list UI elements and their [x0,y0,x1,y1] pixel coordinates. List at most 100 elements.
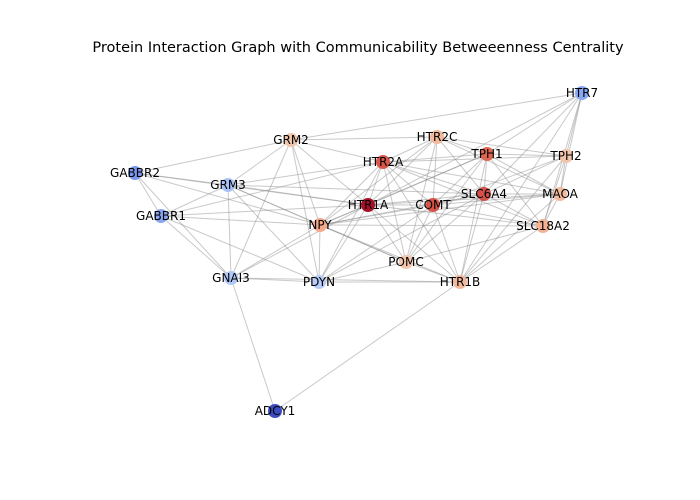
edge-tph2-comt [432,155,567,206]
edge-grm3-gabbr1 [160,184,229,217]
edge-gabbr2-gabbr1 [134,172,162,217]
edge-gabbr1-npy [160,215,321,226]
node-label: GNAI3 [212,271,250,285]
edge-comt-slc18a2 [432,204,544,227]
edge-tph2-slc6a4 [483,155,567,195]
node-label: SLC18A2 [516,219,570,233]
edge-gabbr2-htr1a [134,172,369,206]
node-gnai3: GNAI3 [212,271,250,285]
edge-slc6a4-npy [319,193,485,226]
edge-tph2-htr2a [382,155,567,163]
edge-npy-pdyn [318,224,321,283]
node-maoa: MAOA [542,187,579,201]
edge-tph1-htr1a [367,153,488,206]
edge-htr2a-npy [319,161,384,226]
edge-comt-npy [319,204,434,226]
edge-htr7-slc6a4 [483,92,583,195]
edge-slc18a2-htr1b [459,225,544,283]
edge-grm3-gnai3 [227,184,232,279]
node-htr2a: HTR2A [363,155,404,169]
edge-gabbr1-gnai3 [160,215,232,279]
node-label: ADCY1 [255,404,296,418]
edge-htr2c-maoa [436,136,561,195]
edge-slc6a4-pdyn [318,193,485,283]
node-marker [536,219,550,233]
edge-gabbr1-pdyn [160,215,320,283]
node-slc18a2: SLC18A2 [516,219,570,233]
edge-htr7-grm2 [290,92,583,141]
edge-htr7-maoa [559,92,583,195]
edge-htr2c-grm2 [290,136,438,141]
edge-htr2a-pomc [382,161,407,263]
node-marker [553,187,567,201]
edge-npy-pomc [319,224,407,263]
edge-comt-pdyn [318,204,434,283]
node-gabbr1: GABBR1 [136,209,186,223]
node-marker [559,149,573,163]
edge-htr1a-npy [319,204,369,226]
edge-gabbr2-grm3 [134,172,229,186]
edge-htr2c-htr2a [382,136,438,163]
edge-htr1a-gabbr1 [160,204,369,217]
node-marker [224,271,238,285]
edge-pomc-htr1b [405,261,461,283]
edges-layer [134,92,583,412]
node-label: COMT [415,198,451,212]
edge-htr1a-pomc [367,204,407,263]
edge-gnai3-pdyn [230,277,320,283]
edge-htr2c-npy [319,136,438,226]
edge-grm2-npy [290,139,321,226]
node-marker [426,198,440,212]
edge-htr2a-maoa [382,161,561,195]
edge-tph1-tph2 [486,153,567,157]
edge-slc6a4-htr1a [367,193,485,206]
node-marker [284,133,298,147]
node-marker [480,147,494,161]
edge-htr2a-comt [382,161,434,206]
node-marker [430,130,444,144]
node-htr1b: HTR1B [440,275,480,289]
node-marker [575,86,589,100]
edge-tph1-maoa [486,153,561,195]
edge-gabbr2-npy [134,172,321,226]
node-label: GABBR2 [110,166,160,180]
edge-comt-pomc [405,204,434,263]
edge-htr7-tph1 [486,92,583,155]
node-label: POMC [388,255,423,269]
edge-htr2a-slc18a2 [382,161,544,227]
edge-slc6a4-slc18a2 [483,193,544,227]
node-adcy1: ADCY1 [255,404,296,418]
edge-htr1a-pdyn [318,204,369,283]
edge-grm2-htr2a [290,139,384,163]
edge-maoa-npy [319,193,561,226]
edge-maoa-comt [432,193,561,206]
node-htr1a: HTR1A [348,198,389,212]
node-marker [477,187,491,201]
node-label: TPH1 [470,147,502,161]
edge-slc6a4-comt [432,193,485,206]
edge-maoa-htr1b [459,193,561,283]
edge-tph1-pomc [405,153,488,263]
edge-npy-htr1b [319,224,461,283]
node-grm2: GRM2 [273,133,309,147]
node-pdyn: PDYN [303,275,335,289]
edge-grm2-pdyn [290,139,320,283]
node-gabbr2: GABBR2 [110,166,160,180]
edge-htr1b-adcy1 [274,281,461,412]
edge-grm2-htr1a [290,139,369,206]
edge-grm2-grm3 [227,139,292,186]
edge-slc18a2-pomc [405,225,544,263]
edge-slc6a4-htr1b [459,193,485,283]
nodes-layer: HTR7 HTR2C GRM2 TPH1 TPH2 HTR2A GABBR2 GRM3 SLC6… [110,86,598,418]
node-label: GABBR1 [136,209,186,223]
node-slc6a4: SLC6A4 [461,187,507,201]
node-comt: COMT [415,198,451,212]
node-label: SLC6A4 [461,187,507,201]
edge-npy-slc18a2 [319,224,544,227]
node-tph2: TPH2 [549,149,582,163]
node-marker [361,198,375,212]
node-label: TPH2 [549,149,581,163]
edge-htr1a-slc18a2 [367,204,544,227]
node-htr2c: HTR2C [417,130,457,144]
edge-grm3-pdyn [227,184,320,283]
